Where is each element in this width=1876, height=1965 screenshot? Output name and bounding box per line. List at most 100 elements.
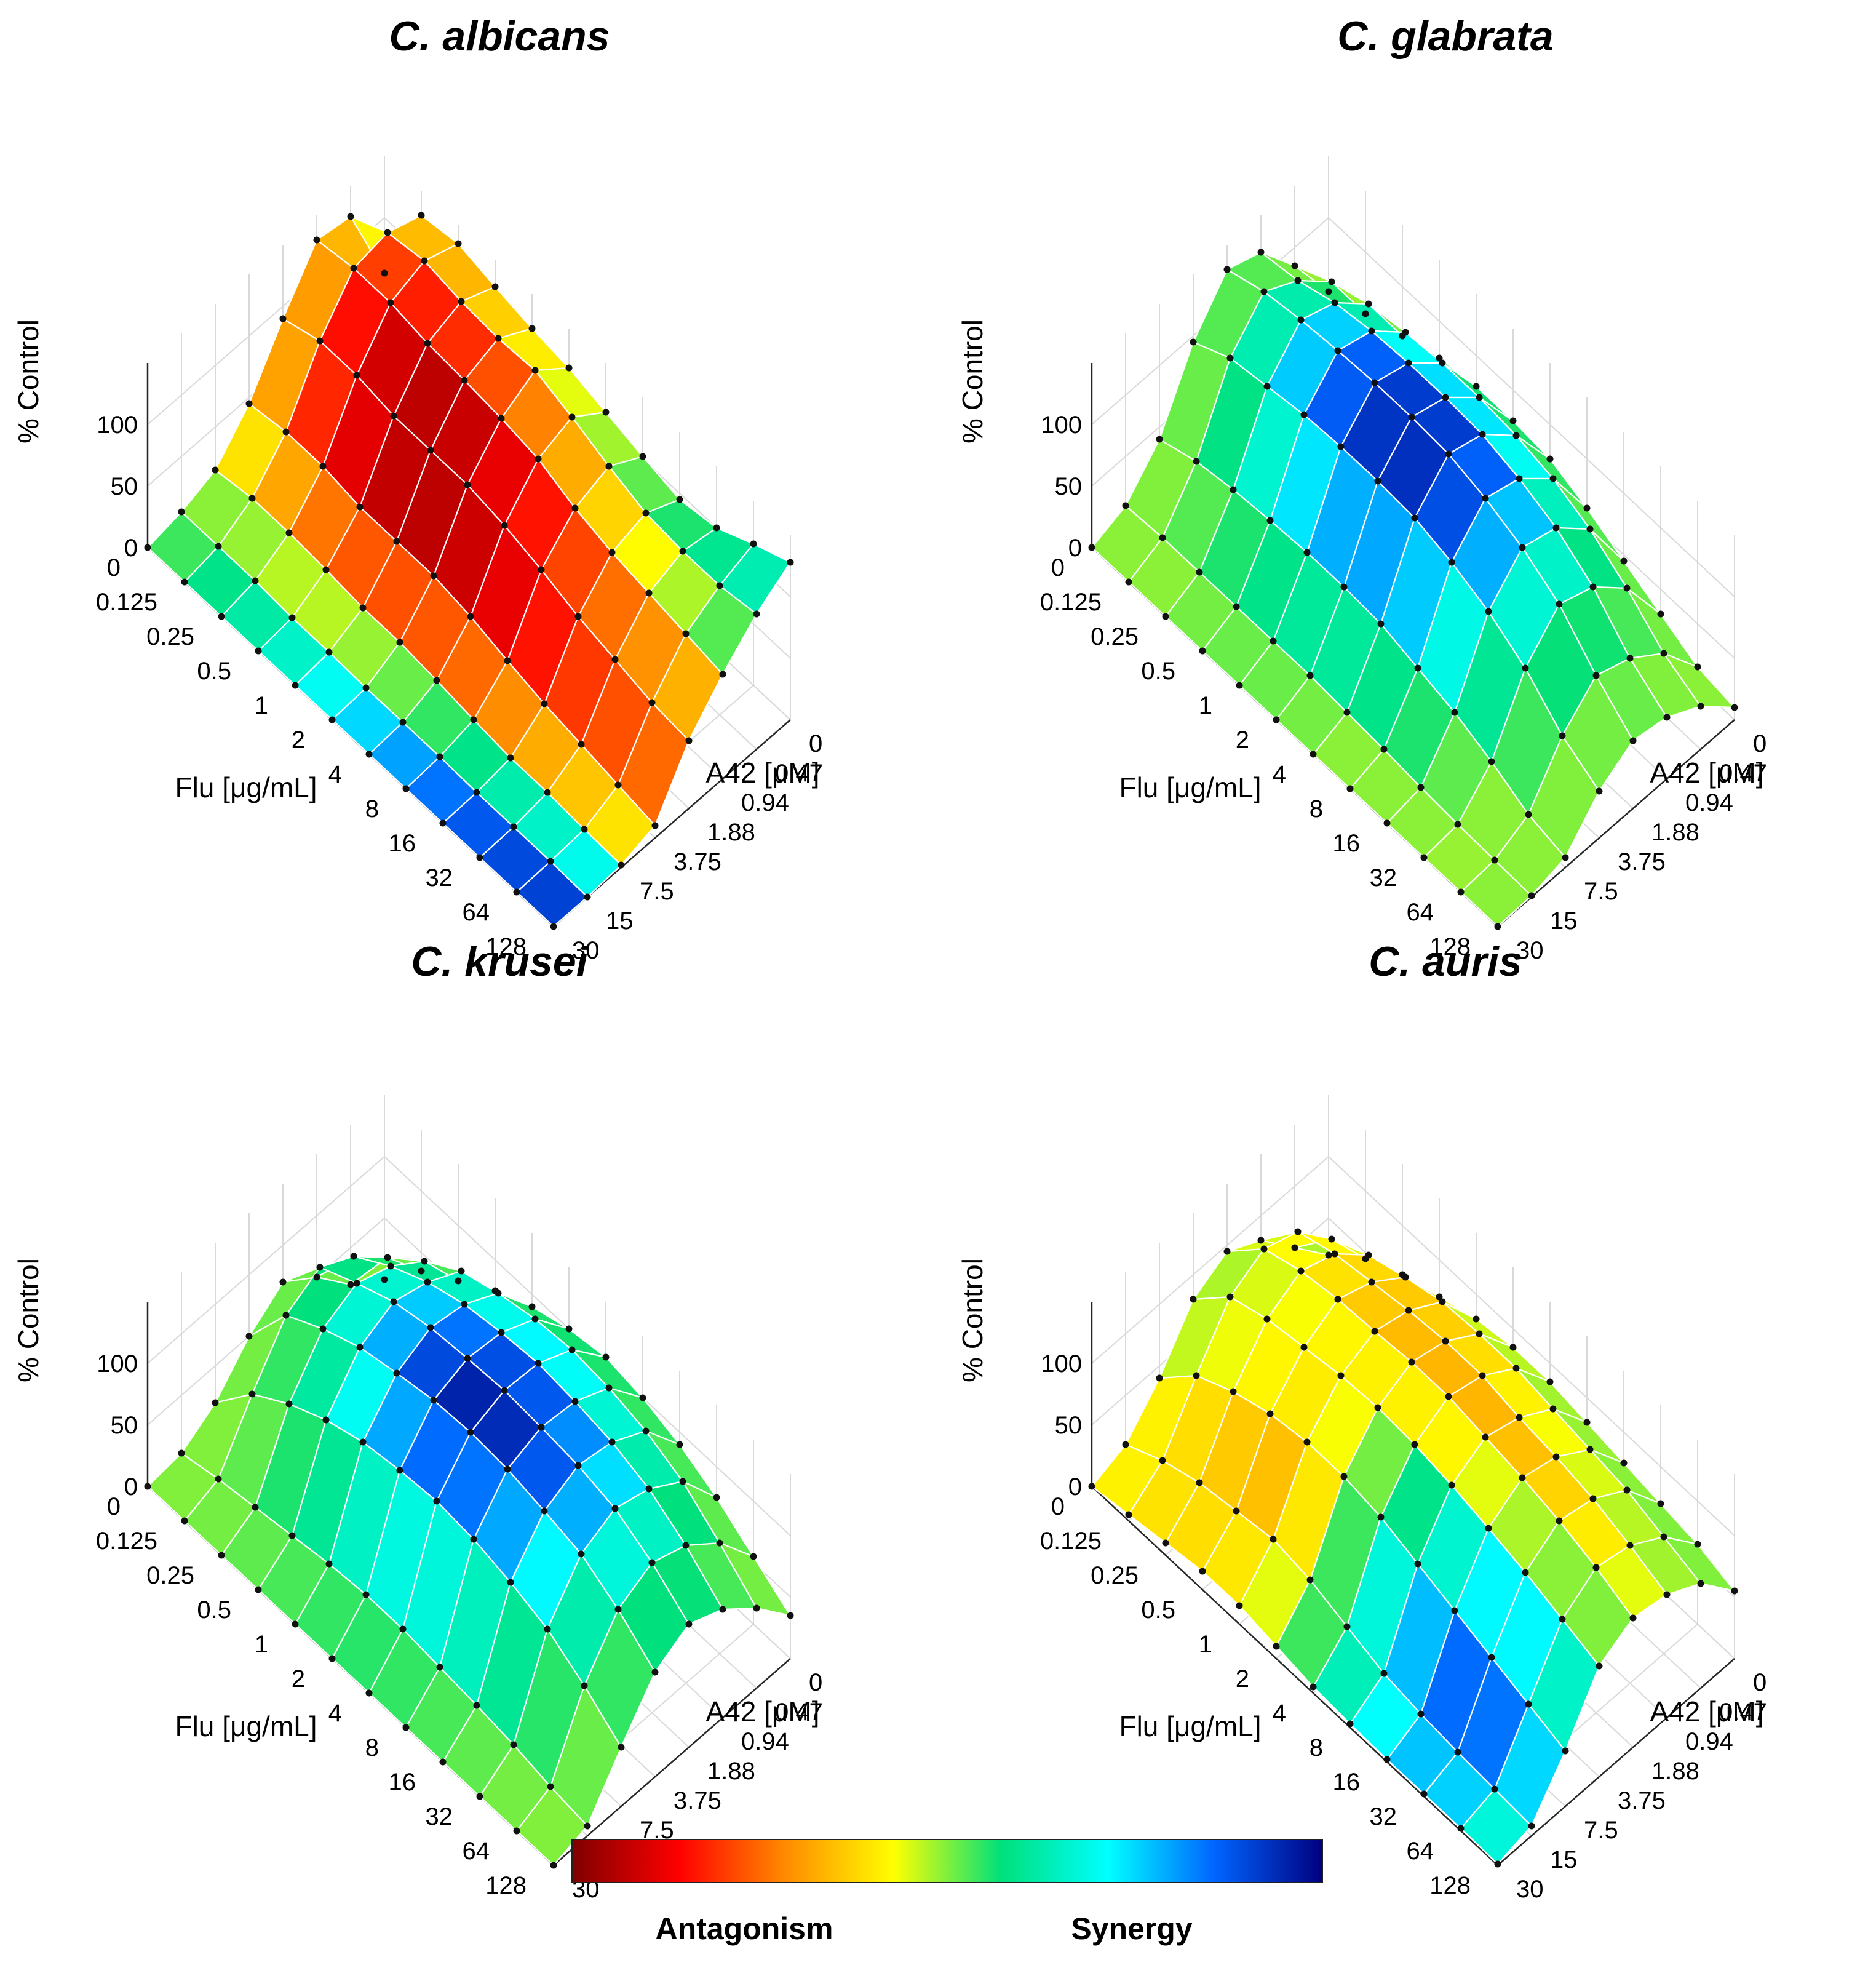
x-tick-label: 1 xyxy=(255,692,268,719)
data-point xyxy=(1371,379,1378,386)
data-point xyxy=(614,781,622,789)
data-point xyxy=(1190,1296,1197,1303)
data-point xyxy=(1519,1474,1526,1481)
data-point xyxy=(1159,1457,1166,1464)
data-point xyxy=(618,861,625,869)
x-axis-label: Flu [μg/mL] xyxy=(175,771,317,803)
data-point xyxy=(282,428,290,436)
data-point xyxy=(1451,1607,1458,1614)
data-point xyxy=(1303,549,1311,556)
y-tick-label: 0.47 xyxy=(1719,760,1767,787)
data-point xyxy=(384,1254,391,1261)
data-point xyxy=(362,1591,370,1598)
data-point xyxy=(547,858,554,865)
x-tick-label: 4 xyxy=(328,761,342,788)
data-point xyxy=(384,229,391,236)
data-point xyxy=(399,719,407,726)
data-point xyxy=(1528,892,1535,899)
data-point xyxy=(418,1267,425,1275)
x-tick-label: 0.25 xyxy=(1091,1562,1139,1589)
data-point xyxy=(1414,664,1421,672)
data-point xyxy=(1445,1393,1452,1400)
panel-title: C. albicans xyxy=(389,13,610,60)
data-point xyxy=(322,566,330,573)
data-point xyxy=(1303,1438,1311,1446)
data-point xyxy=(1408,1358,1415,1366)
x-tick-label: 0.5 xyxy=(1141,1596,1175,1624)
data-point xyxy=(1485,608,1492,615)
y-tick-label: 7.5 xyxy=(1584,878,1618,905)
data-point xyxy=(645,589,653,597)
data-points xyxy=(1088,1228,1738,1868)
y-axis-line xyxy=(553,1658,791,1866)
data-point xyxy=(507,754,514,762)
data-point xyxy=(1374,477,1381,485)
x-tick-label: 0.25 xyxy=(146,1562,194,1589)
data-point xyxy=(578,1550,585,1558)
data-point xyxy=(1589,1495,1597,1502)
data-point xyxy=(439,1758,447,1766)
data-point xyxy=(356,503,364,511)
data-point xyxy=(1362,310,1369,317)
y-axis-label: A42 [μM] xyxy=(1650,757,1763,789)
data-point xyxy=(1559,1616,1566,1623)
data-point xyxy=(1273,716,1280,723)
data-point xyxy=(602,1353,610,1361)
data-point xyxy=(402,785,410,792)
data-point xyxy=(1193,1372,1200,1379)
data-point xyxy=(1482,495,1489,502)
x-tick-label: 0.125 xyxy=(1040,1528,1102,1555)
data-point xyxy=(319,1325,327,1333)
data-point xyxy=(476,854,483,861)
data-point xyxy=(1439,359,1446,367)
data-point xyxy=(1512,432,1520,439)
data-point xyxy=(1457,1825,1465,1832)
data-point xyxy=(1583,504,1591,512)
data-point xyxy=(1620,1459,1628,1467)
data-point xyxy=(178,1449,185,1457)
antagonism-label: Antagonism xyxy=(656,1911,833,1946)
x-tick-label: 0.25 xyxy=(146,623,194,650)
x-tick-label: 16 xyxy=(389,1769,416,1796)
x-tick-label: 16 xyxy=(1333,1769,1361,1796)
data-point xyxy=(455,240,462,247)
z-axis-label: % Control xyxy=(12,1258,44,1382)
y-tick-label: 3.75 xyxy=(1618,848,1666,875)
z-tick-label: 100 xyxy=(1041,412,1082,439)
data-point xyxy=(538,566,545,573)
data-point xyxy=(611,656,619,663)
data-point xyxy=(1226,1293,1234,1301)
data-point xyxy=(455,1277,462,1285)
x-tick-label: 64 xyxy=(463,899,490,926)
y-axis-label: A42 [μM] xyxy=(705,1696,819,1728)
data-point xyxy=(464,1355,471,1362)
data-point xyxy=(248,495,256,502)
data-point xyxy=(501,522,508,529)
data-point xyxy=(144,544,151,551)
data-point xyxy=(424,1278,431,1286)
data-point xyxy=(491,283,499,290)
data-point xyxy=(716,582,723,589)
x-tick-label: 1 xyxy=(255,1631,268,1658)
x-tick-label: 2 xyxy=(292,1665,305,1692)
data-point xyxy=(1556,1517,1563,1525)
data-point xyxy=(359,604,367,612)
data-point xyxy=(470,1536,477,1543)
surface-mesh xyxy=(146,214,792,928)
data-point xyxy=(528,1303,536,1310)
colorbar: Antagonism Synergy xyxy=(571,1839,1323,1946)
data-point xyxy=(685,1620,693,1628)
data-point xyxy=(1623,584,1631,592)
data-point xyxy=(618,1744,625,1751)
data-point xyxy=(325,648,333,656)
data-point xyxy=(1491,856,1498,864)
x-tick-label: 128 xyxy=(485,933,527,960)
data-point xyxy=(535,455,542,463)
x-tick-label: 8 xyxy=(1310,1734,1323,1761)
x-axis-line xyxy=(1091,1486,1498,1866)
data-point xyxy=(144,1483,151,1490)
data-point xyxy=(353,372,360,379)
data-point xyxy=(421,257,428,265)
y-tick-label: 15 xyxy=(1550,907,1578,935)
data-point xyxy=(1306,672,1314,679)
